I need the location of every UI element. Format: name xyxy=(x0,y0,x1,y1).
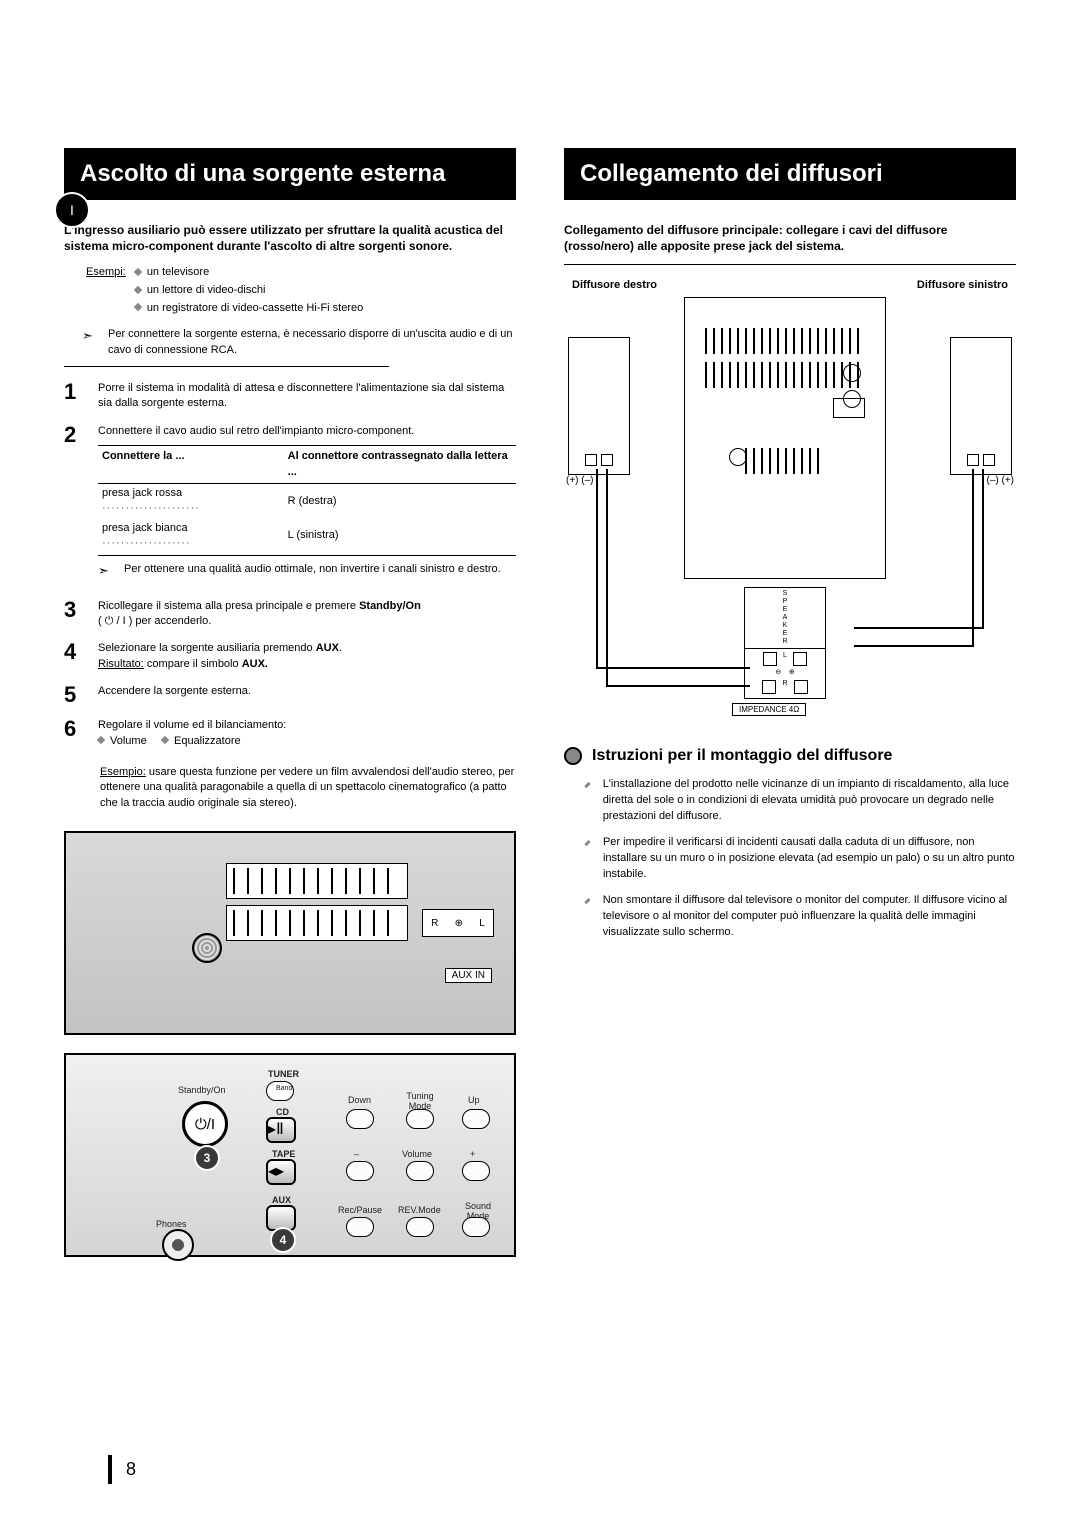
step-body: Connettere il cavo audio sul retro dell'… xyxy=(98,424,516,587)
marker-3: 3 xyxy=(194,1145,220,1171)
speaker-left-label: Diffusore destro xyxy=(572,279,657,291)
bullet-dot-icon xyxy=(564,747,582,765)
speaker-right-label: Diffusore sinistro xyxy=(917,279,1008,291)
step-number: 2 xyxy=(64,424,84,587)
example-note: Esempio: usare questa funzione per veder… xyxy=(100,765,516,811)
step-body: Regolare il volume ed il bilanciamento: … xyxy=(98,718,516,749)
mounting-subheading: Istruzioni per il montaggio del diffusor… xyxy=(564,747,1016,765)
step-number: 6 xyxy=(64,718,84,749)
left-title: Ascolto di una sorgente esterna xyxy=(64,148,516,200)
control-panel-diagram: Standby/On ⏻/I 3 Phones TUNER Band CD ▸Ⅱ… xyxy=(64,1053,516,1257)
right-column: Collegamento dei diffusori Collegamento … xyxy=(564,148,1016,1257)
example-item: un lettore di video-dischi xyxy=(147,284,266,296)
impedance-label: IMPEDANCE 4Ω xyxy=(732,703,806,716)
aux-in-label: AUX IN xyxy=(445,968,492,983)
power-icon: ⏻/I xyxy=(182,1101,228,1147)
step-body: Accendere la sorgente esterna. xyxy=(98,684,516,706)
examples-label: Esempi: xyxy=(86,266,126,278)
example-item: un registratore di video-cassette Hi-Fi … xyxy=(147,302,363,314)
connect-note: ➣ Per connettere la sorgente esterna, è … xyxy=(82,327,516,358)
aux-diagram: R ⊕ L AUX IN xyxy=(64,831,516,1035)
step-number: 5 xyxy=(64,684,84,706)
step-number: 3 xyxy=(64,599,84,630)
left-intro: L'ingresso ausiliario può essere utilizz… xyxy=(64,222,516,254)
mounting-instructions: L'installazione del prodotto nelle vicin… xyxy=(564,777,1016,940)
language-indicator: I xyxy=(54,192,90,228)
example-item: un televisore xyxy=(147,266,209,278)
page-number: 8 xyxy=(108,1455,136,1484)
arrow-icon: ➣ xyxy=(98,562,116,580)
step-number: 1 xyxy=(64,381,84,412)
step-body: Porre il sistema in modalità di attesa e… xyxy=(98,381,516,412)
connection-table: Connettere la ... Al connettore contrass… xyxy=(98,445,516,556)
speaker-diagram: (+) (–) (–) (+) xyxy=(564,297,1016,717)
arrow-icon: ➣ xyxy=(82,327,100,358)
phones-jack-icon xyxy=(162,1229,194,1261)
step-body: Ricollegare il sistema alla presa princi… xyxy=(98,599,516,630)
marker-4: 4 xyxy=(270,1227,296,1253)
right-title: Collegamento dei diffusori xyxy=(564,148,1016,200)
examples-block: Esempi: un televisore Esempi: un lettore… xyxy=(86,264,516,317)
step-number: 4 xyxy=(64,641,84,672)
left-column: Ascolto di una sorgente esterna L'ingres… xyxy=(64,148,516,1257)
step-body: Selezionare la sorgente ausiliaria preme… xyxy=(98,641,516,672)
right-intro: Collegamento del diffusore principale: c… xyxy=(564,222,1016,254)
